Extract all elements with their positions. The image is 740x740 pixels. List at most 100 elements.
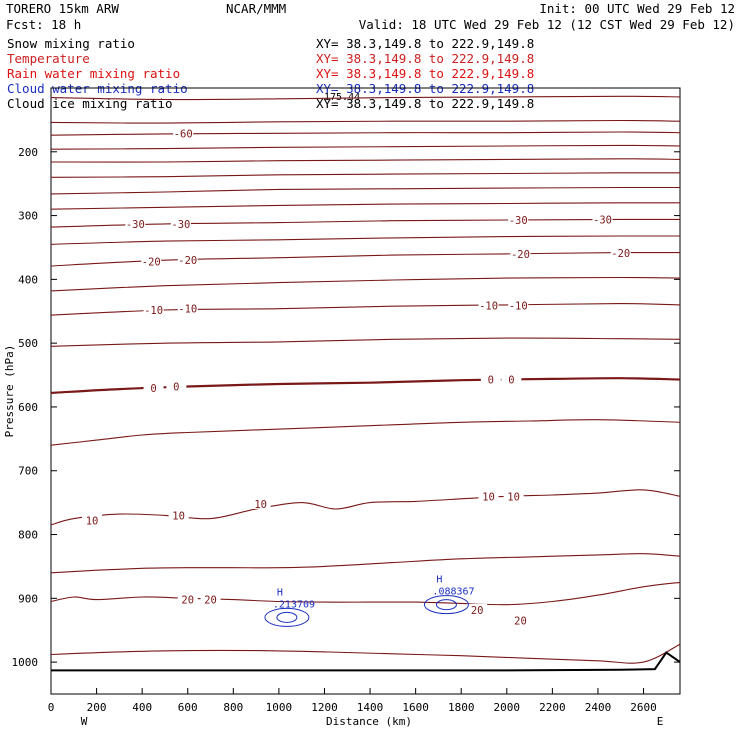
contour-label: 0 [488, 375, 494, 387]
terrain-surface [51, 651, 681, 672]
y-tick-label: 900 [18, 592, 38, 605]
contour-label: -30 [509, 215, 528, 227]
y-axis-label: Pressure (hPa) [3, 345, 16, 438]
temperature-contour-m55 [50, 144, 681, 150]
contour-label: 10 [86, 515, 99, 527]
temperature-contour-m50 [50, 158, 681, 163]
legend-xy-rain: XY= 38.3,149.8 to 222.9,149.8 [316, 66, 534, 81]
contour-label-bg [250, 497, 271, 509]
legend-name-rain: Rain water mixing ratio [7, 66, 180, 81]
contour-label: 0 [508, 375, 514, 387]
contour-label: -60 [174, 128, 193, 140]
y-tick-label: 400 [18, 273, 38, 286]
x-end-label-east: E [657, 715, 664, 728]
header-left-line1: TORERO 15km ARW [6, 1, 119, 16]
x-tick-label: 1600 [402, 701, 429, 714]
temperature-contour-m30 [50, 218, 681, 228]
terrain-line [51, 651, 681, 672]
contour-label: -10 [509, 301, 528, 313]
contour-label-bg [177, 254, 198, 266]
contour-label: 0 [150, 383, 156, 395]
y-tick-label: 800 [18, 529, 38, 542]
contour-label: -20 [178, 255, 197, 267]
temperature-contour-20 [50, 581, 681, 606]
temperature-contour-m15 [50, 276, 681, 292]
temperature-contour-25 [50, 643, 681, 664]
contour-label-bg [478, 490, 499, 502]
contour-label-bg [480, 373, 501, 385]
x-tick-label: 2400 [585, 701, 612, 714]
contour-label-bg [143, 303, 164, 315]
x-tick-label: 1800 [448, 701, 475, 714]
x-end-label-west: W [81, 715, 88, 728]
y-tick-label: 600 [18, 401, 38, 414]
temperature-contour-m45 [50, 172, 681, 178]
temperature-contour-m10 [50, 303, 681, 316]
legend-xy-snow: XY= 38.3,149.8 to 222.9,149.8 [316, 36, 534, 51]
y-tick-label: 1000 [12, 656, 39, 669]
contour-label: -30 [593, 214, 612, 226]
contour-label-bg [503, 490, 524, 502]
x-tick-label: 800 [223, 701, 243, 714]
contour-label-bg [467, 603, 488, 615]
x-tick-label: 1400 [357, 701, 384, 714]
contour-label: 10 [482, 491, 495, 503]
contour-label-bg [82, 514, 103, 526]
temperature-contour-m65 [50, 119, 681, 124]
cloud-water-contour [423, 595, 469, 615]
header-valid: Valid: 18 UTC Wed 29 Feb 12 (12 CST Wed … [359, 17, 735, 32]
cloud-water-contour-inner [435, 599, 457, 611]
contour-label: -20 [511, 249, 530, 261]
contour-label-bg [592, 213, 613, 225]
contour-label: 10 [172, 510, 185, 522]
x-tick-label: 2200 [539, 701, 566, 714]
x-tick-label: 1200 [311, 701, 338, 714]
temperature-contour-m5 [50, 337, 681, 347]
header-left-line2: Fcst: 18 h [6, 17, 81, 32]
x-tick-label: 600 [178, 701, 198, 714]
y-tick-label: 700 [18, 465, 38, 478]
contour-label-bg [200, 593, 221, 605]
legend-name-snow: Snow mixing ratio [7, 36, 135, 51]
contour-label-bg [173, 127, 194, 139]
legend: Snow mixing ratio XY= 38.3,149.8 to 222.… [7, 36, 534, 111]
y-tick-label: 300 [18, 210, 38, 223]
header-init: Init: 00 UTC Wed 29 Feb 12 [539, 1, 735, 16]
legend-xy-temperature: XY= 38.3,149.8 to 222.9,149.8 [316, 51, 534, 66]
contour-label: -10 [479, 301, 498, 313]
legend-xy-cloud-ice: XY= 38.3,149.8 to 222.9,149.8 [316, 96, 534, 111]
contour-label-bg [610, 247, 631, 259]
contour-label-bg [141, 255, 162, 267]
contour-label: -10 [178, 304, 197, 316]
contour-label-bg [143, 381, 164, 393]
contour-label: 20 [204, 595, 217, 607]
temperature-contour-m60 [50, 131, 681, 136]
contour-label: -30 [171, 219, 190, 231]
cloud-water-max-value: .213709 [273, 599, 315, 610]
contour-label-bg [168, 509, 189, 521]
temperature-contour-m25 [50, 235, 681, 245]
temperature-contour-m40 [50, 186, 681, 195]
temperature-contours [50, 95, 681, 664]
temperature-contour-0 [50, 377, 681, 394]
temperature-contour-m20 [50, 251, 681, 267]
legend-name-cloud-ice: Cloud ice mixing ratio [7, 96, 173, 111]
contour-label-bg [170, 217, 191, 229]
contour-label: 20 [181, 595, 194, 607]
contour-label: -30 [126, 219, 145, 231]
contour-label: 10 [507, 491, 520, 503]
cloud-water-max-label: H [436, 575, 442, 586]
contour-label: -10 [144, 305, 163, 317]
contour-label: -20 [142, 257, 161, 269]
x-tick-label: 400 [132, 701, 152, 714]
y-tick-label: 500 [18, 337, 38, 350]
x-tick-label: 1000 [266, 701, 293, 714]
top-annotation: 175.44 [324, 92, 360, 103]
x-tick-label: 200 [87, 701, 107, 714]
temperature-contour-10 [50, 489, 681, 526]
temperature-contour-5 [50, 419, 681, 446]
x-tick-label: 2000 [494, 701, 521, 714]
